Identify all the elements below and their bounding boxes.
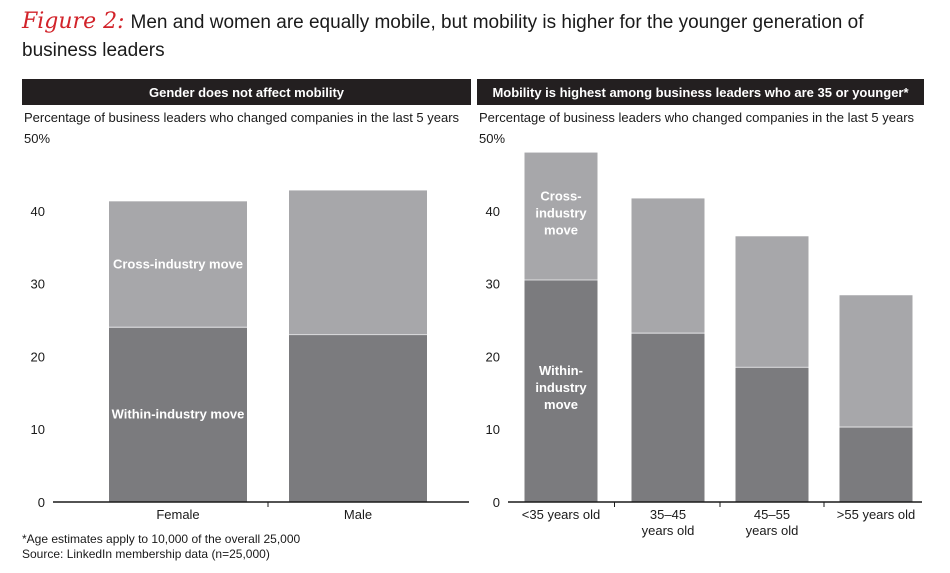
panel2-bar-cross-2 [631, 198, 705, 334]
panel2-category-label-2-line1: 35–45 [650, 507, 686, 522]
panel1-bar-cross-1 [109, 201, 247, 328]
panel2-bar-within-3 [735, 367, 809, 502]
panel2-bar-within-2 [631, 333, 705, 502]
figure-label: Figure 2: [22, 9, 125, 34]
panel1-category-label-1: Female [156, 507, 199, 522]
panel1-ytick-label-40: 40 [31, 204, 45, 219]
panel1-header-title: Gender does not affect mobility [149, 85, 345, 100]
panel2-label-cross-line3: move [544, 222, 578, 237]
panel1-ytick-label-0: 0 [38, 495, 45, 510]
footnote-source: Source: LinkedIn membership data (n=25,0… [22, 547, 270, 561]
panel2-header-bar [477, 79, 924, 105]
figure-title: Figure 2: Men and women are equally mobil… [22, 8, 937, 65]
panel1-ytick-label-30: 30 [31, 277, 45, 292]
panel1-ytick-label-10: 10 [31, 422, 45, 437]
panel2-ytick-label-30: 30 [486, 277, 500, 292]
panel2-label-within-line1: Within- [539, 363, 583, 378]
panel2-category-label-3-line2: years old [746, 523, 799, 538]
panel1-ytick-label-50: 50% [24, 131, 50, 146]
panel2-header-title: Mobility is highest among business leade… [492, 85, 909, 100]
panel2-label-cross-line2: industry [535, 205, 587, 220]
panel2-category-label-3-line1: 45–55 [754, 507, 790, 522]
panel2-bar-cross-3 [735, 236, 809, 368]
panel2-label-within-line2: industry [535, 380, 587, 395]
panel2-bar-within-4 [839, 427, 913, 502]
figure-title-text: Men and women are equally mobile, but mo… [22, 12, 864, 61]
panel2-bar-within-1 [524, 279, 598, 502]
panel1-bar-within-2 [289, 334, 427, 502]
panel2-label-within-line3: move [544, 397, 578, 412]
panel1-category-label-2: Male [344, 507, 372, 522]
panel2-label-cross-line1: Cross- [540, 188, 581, 203]
panel1-label-within: Within-industry move [112, 407, 245, 422]
panel1-bar-cross-2 [289, 190, 427, 335]
footnote-age: *Age estimates apply to 10,000 of the ov… [22, 532, 301, 546]
panel1-subtitle: Percentage of business leaders who chang… [24, 110, 460, 125]
panel2-bar-cross-4 [839, 295, 913, 428]
panel2-ytick-label-40: 40 [486, 204, 500, 219]
panel2-category-label-2-line2: years old [642, 523, 695, 538]
panel2-ytick-label-20: 20 [486, 349, 500, 364]
panel1-label-cross: Cross-industry move [113, 256, 243, 271]
panel2-ytick-label-10: 10 [486, 422, 500, 437]
panel1-ytick-label-20: 20 [31, 349, 45, 364]
panel2-category-label-1: <35 years old [522, 507, 600, 522]
panel2-subtitle: Percentage of business leaders who chang… [479, 110, 915, 125]
panel1-header-bar [22, 79, 471, 105]
panel1-bar-within-1 [109, 327, 247, 502]
panel2-ytick-label-0: 0 [493, 495, 500, 510]
panel2-ytick-label-50: 50% [479, 131, 505, 146]
panel2-bar-cross-1 [524, 152, 598, 280]
panel2-category-label-4: >55 years old [837, 507, 915, 522]
